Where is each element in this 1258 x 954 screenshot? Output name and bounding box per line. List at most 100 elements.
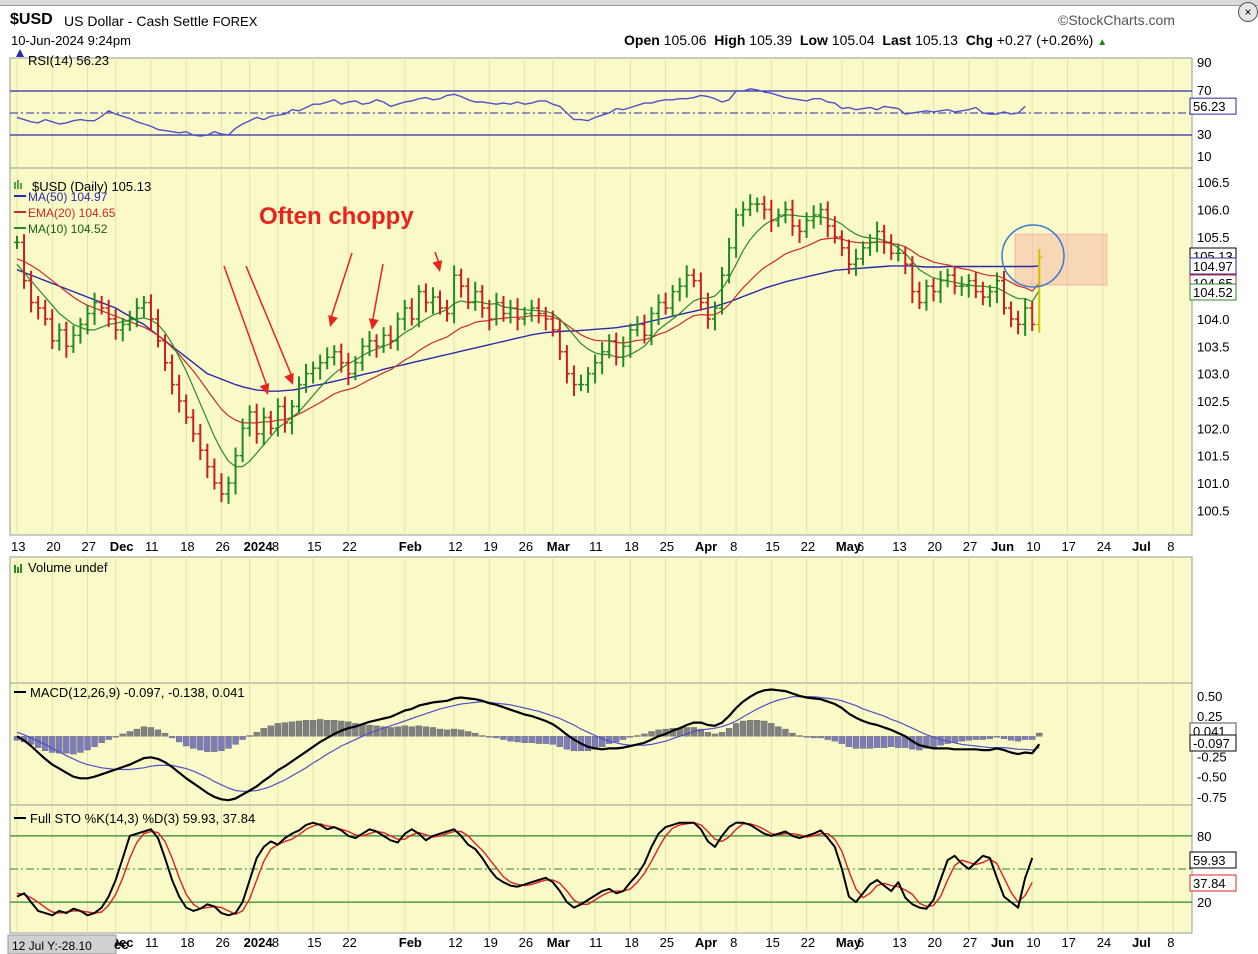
date-axis-label: 20 bbox=[46, 539, 60, 554]
bottom-date-axis-label: 11 bbox=[589, 935, 603, 950]
date-axis-label: Dec bbox=[110, 539, 134, 554]
macd-line bbox=[16, 688, 1041, 802]
ohlc-bar bbox=[394, 312, 401, 351]
macd-hist-bar bbox=[190, 736, 197, 749]
ohlc-bar bbox=[91, 292, 98, 325]
low-value: 105.04 bbox=[831, 32, 875, 48]
date-axis-label: 15 bbox=[765, 539, 779, 554]
bottom-date-axis-label: 8 bbox=[272, 935, 279, 950]
ohlc-bar bbox=[112, 309, 119, 340]
price-y-tick: 106.0 bbox=[1197, 203, 1230, 218]
macd-hist-bar bbox=[542, 736, 549, 744]
ohlc-bar bbox=[246, 405, 253, 437]
price-value-tag-box bbox=[1189, 283, 1237, 301]
macd-hist-bar bbox=[493, 736, 500, 739]
macd-hist-bar bbox=[387, 727, 394, 737]
rsi-y-tick: 10 bbox=[1197, 149, 1211, 164]
ohlc-bar bbox=[937, 270, 944, 304]
ohlc-bar bbox=[556, 320, 563, 360]
ohlc-bar bbox=[888, 234, 895, 260]
ohlc-bar bbox=[49, 309, 56, 350]
date-axis-label: 15 bbox=[307, 539, 321, 554]
ohlc-bar bbox=[620, 336, 627, 368]
ohlc-bar bbox=[754, 197, 761, 213]
date-axis-label: 11 bbox=[589, 539, 603, 554]
ohlc-bar bbox=[719, 266, 725, 315]
macd-hist-bar bbox=[401, 725, 408, 737]
macd-hist-bar bbox=[408, 726, 415, 737]
macd-title: MACD(12,26,9) -0.097, -0.138, 0.041 bbox=[30, 685, 245, 700]
crosshair-tooltip: 12 Jul Y:-28.10 bbox=[12, 939, 92, 953]
ohlc-bar bbox=[641, 314, 648, 344]
macd-hist-bar bbox=[563, 736, 571, 750]
macd-hist-bar bbox=[70, 736, 77, 755]
date-axis-label: Feb bbox=[399, 539, 422, 554]
macd-hist-bar bbox=[1000, 736, 1008, 739]
ohlc-bar bbox=[592, 354, 599, 384]
macd-hist-bar bbox=[168, 736, 176, 739]
symbol-description: US Dollar - Cash Settle FOREX bbox=[64, 13, 257, 29]
macd-hist-bar bbox=[119, 733, 126, 737]
ohlc-bar bbox=[979, 281, 986, 306]
date-axis-label: 26 bbox=[215, 539, 229, 554]
ohlc-bar bbox=[669, 285, 676, 317]
date-axis-label: 2024 bbox=[244, 539, 274, 554]
ohlc-bar bbox=[493, 292, 500, 326]
ohlc-bar bbox=[458, 268, 465, 298]
ohlc-bar bbox=[789, 199, 796, 236]
ohlc-bar bbox=[486, 299, 493, 331]
macd-hist-bar bbox=[281, 722, 289, 737]
date-axis-label: 8 bbox=[272, 539, 279, 554]
macd-hist-bar bbox=[324, 720, 331, 737]
macd-hist-bar bbox=[175, 736, 183, 743]
ohlc-bar bbox=[852, 248, 859, 276]
ohlc-bar bbox=[472, 281, 479, 311]
macd-hist-bar bbox=[394, 726, 401, 737]
ohlc-bar bbox=[860, 241, 866, 266]
macd-hist-bar bbox=[1022, 736, 1029, 740]
price-y-tick: 105.5 bbox=[1197, 230, 1230, 245]
ohlc-bar bbox=[310, 361, 317, 384]
macd-hist-bar bbox=[465, 731, 472, 737]
ohlc-bar bbox=[14, 235, 20, 249]
macd-hist-bar bbox=[98, 736, 105, 743]
macd-hist-bar bbox=[613, 736, 620, 743]
macd-hist-bar bbox=[84, 736, 91, 751]
macd-hist-bar bbox=[944, 736, 951, 744]
macd-hist-bar bbox=[789, 732, 796, 737]
date-axis-label: 13 bbox=[892, 539, 906, 554]
price-y-tick: 103.0 bbox=[1197, 367, 1230, 382]
macd-y-tick: 0.25 bbox=[1197, 709, 1222, 724]
annotation-arrow bbox=[329, 252, 353, 322]
date-axis-label: 20 bbox=[928, 539, 942, 554]
brand-link[interactable]: ©StockCharts.com bbox=[1058, 12, 1175, 28]
macd-hist-bar bbox=[288, 721, 296, 737]
stoch-k-line bbox=[16, 821, 1034, 917]
macd-hist-bar bbox=[443, 729, 451, 737]
ohlc-bar bbox=[444, 299, 451, 322]
window-top-bar bbox=[0, 0, 1258, 6]
macd-hist-bar bbox=[486, 736, 493, 738]
close-button[interactable]: × bbox=[1238, 2, 1258, 22]
ohlc-bar bbox=[514, 298, 521, 331]
date-axis-label: 26 bbox=[519, 539, 533, 554]
date-axis-label: 12 bbox=[448, 539, 462, 554]
ohlc-bar bbox=[690, 268, 697, 288]
ohlc-bar bbox=[697, 272, 704, 311]
ohlc-bar bbox=[740, 201, 747, 227]
ohlc-bar bbox=[944, 268, 951, 288]
ohlc-bar bbox=[782, 201, 789, 224]
volume-title: Volume undef bbox=[28, 560, 108, 575]
macd-hist-bar bbox=[218, 736, 225, 752]
bottom-date-axis-label: Mar bbox=[547, 935, 570, 950]
ohlc-bar bbox=[986, 285, 993, 307]
macd-hist-bar bbox=[415, 725, 423, 737]
price-y-tick: 104.0 bbox=[1197, 312, 1230, 327]
ohlc-bar bbox=[126, 310, 133, 331]
ohlc-bar bbox=[133, 298, 140, 328]
bottom-date-axis-label: Jun bbox=[991, 935, 1014, 950]
macd-y-tick: -0.25 bbox=[1197, 750, 1227, 765]
ohlc-bar bbox=[84, 305, 91, 335]
bottom-date-axis-label: 20 bbox=[928, 935, 942, 950]
